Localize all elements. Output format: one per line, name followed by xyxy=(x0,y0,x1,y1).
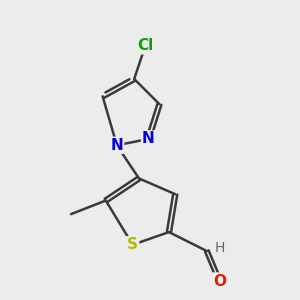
Text: N: N xyxy=(110,138,123,153)
Text: Cl: Cl xyxy=(137,38,153,53)
Text: S: S xyxy=(127,237,138,252)
Text: O: O xyxy=(213,274,226,289)
Text: H: H xyxy=(214,241,225,255)
Text: N: N xyxy=(142,131,155,146)
